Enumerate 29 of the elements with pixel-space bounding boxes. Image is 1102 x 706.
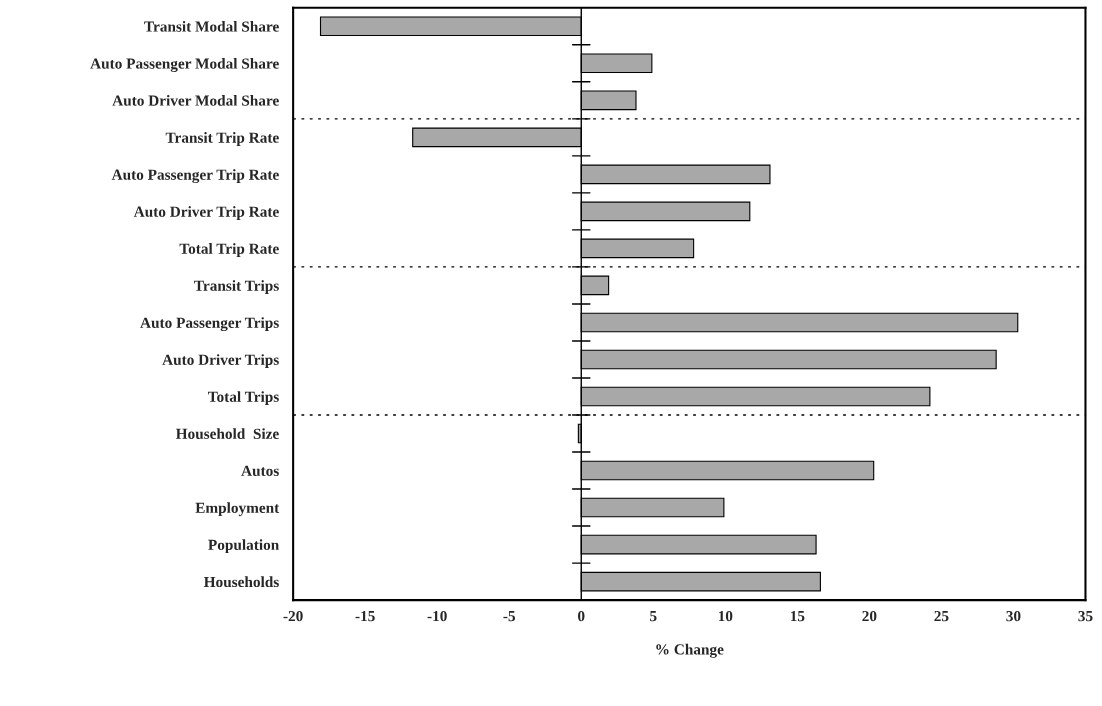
y-tick-label: Auto Passenger Trip Rate — [111, 169, 279, 184]
y-tick-label: Transit Modal Share — [144, 20, 279, 32]
x-tick-label: 20 — [862, 610, 877, 622]
x-tick-label: 35 — [1078, 611, 1093, 622]
y-tick-label: Auto Driver Modal Share — [112, 95, 279, 106]
x-tick-label: 10 — [718, 610, 733, 622]
y-tick-label: Employment — [195, 502, 280, 517]
y-tick-label: Household Size — [175, 428, 279, 439]
y-tick-label: Households — [203, 576, 279, 588]
y-tick-label: Transit Trips — [194, 280, 279, 294]
y-tick-label: Auto Driver Trip Rate — [133, 206, 279, 220]
x-tick-label: 25 — [934, 611, 949, 622]
x-tick-label: -5 — [503, 611, 516, 622]
y-tick-label: Auto Passenger Modal Share — [90, 58, 279, 72]
x-tick-label: 15 — [790, 611, 805, 622]
y-tick-label: Population — [208, 539, 280, 554]
y-tick-label: Autos — [241, 465, 279, 477]
x-tick-label: 0 — [578, 610, 585, 622]
y-tick-label: Auto Passenger Trips — [140, 317, 279, 332]
x-tick-label: -20 — [283, 610, 303, 622]
y-tick-label: Auto Driver Trips — [162, 354, 279, 369]
y-tick-label: Total Trip Rate — [179, 243, 279, 257]
x-tick-label: 5 — [650, 611, 657, 622]
x-tick-label: -15 — [355, 611, 375, 622]
y-tick-label: Total Trips — [207, 391, 279, 406]
x-tick-label: 30 — [1006, 610, 1021, 622]
x-axis-title: % Change — [656, 643, 724, 658]
y-tick-label: Transit Trip Rate — [165, 132, 279, 146]
x-tick-label: -10 — [427, 610, 447, 622]
